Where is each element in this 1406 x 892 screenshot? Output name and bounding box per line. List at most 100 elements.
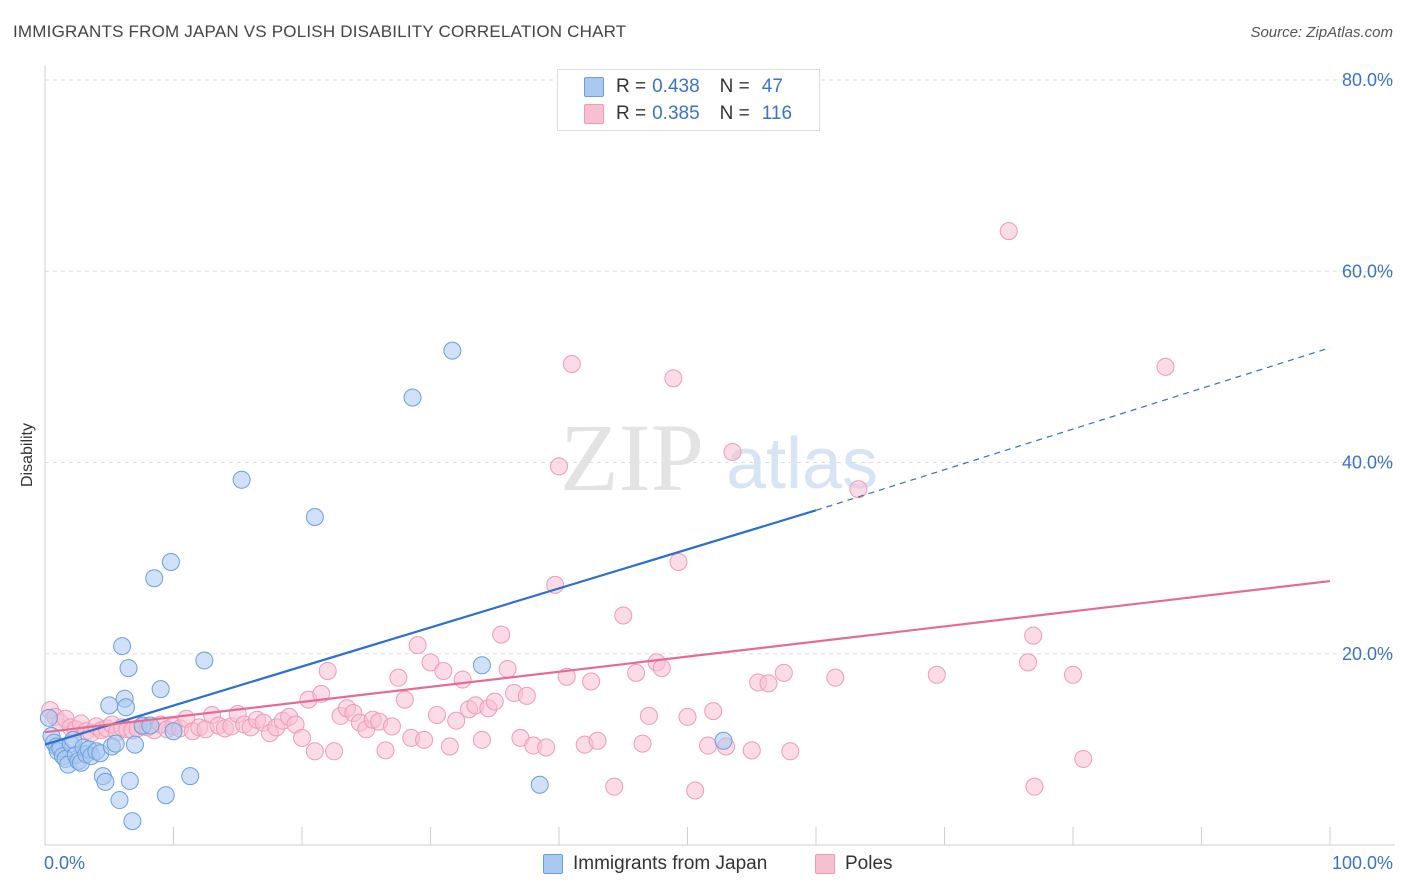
grid-layer [45, 79, 1395, 655]
poles-point [440, 737, 459, 756]
poles-point [582, 672, 601, 691]
legend-row-japan: R = 0.438 N = 47 [584, 75, 783, 99]
legend-label-poles: Poles [845, 853, 893, 874]
poles-point [927, 665, 946, 684]
poles-point [1019, 653, 1038, 672]
poles-point [415, 730, 434, 749]
poles-point [605, 777, 624, 796]
y-tick-label: 80.0% [1342, 70, 1393, 90]
poles-point [849, 480, 868, 499]
poles-point [759, 674, 778, 693]
poles-point [305, 742, 324, 761]
legend-item-japan[interactable]: Immigrants from Japan [543, 852, 767, 876]
legend-label-japan: Immigrants from Japan [573, 853, 768, 874]
japan-point [116, 698, 135, 717]
poles-point [421, 653, 440, 672]
legend-swatch-poles [815, 854, 835, 874]
poles-point [588, 731, 607, 750]
poles-point [999, 222, 1018, 241]
trend-lines [44, 347, 1331, 746]
legend-row-poles: R = 0.385 N = 116 [584, 102, 792, 126]
poles-point [781, 742, 800, 761]
poles-point [492, 625, 511, 644]
poles-point [389, 668, 408, 687]
japan-point [232, 470, 251, 489]
japan-point [164, 722, 183, 741]
poles-point [318, 661, 337, 680]
stats-legend: R = 0.438 N = 47 R = 0.385 N = 116 [557, 69, 820, 131]
poles-point [434, 661, 453, 680]
japan-point [113, 637, 132, 656]
japan-point [100, 696, 119, 715]
watermark-zip: ZIP [560, 404, 704, 511]
legend-n-value-japan: 47 [761, 76, 783, 97]
japan-trend-line [44, 509, 817, 746]
poles-point [774, 663, 793, 682]
legend-swatch-japan [543, 854, 563, 874]
legend-n-value-poles: 116 [761, 103, 793, 124]
poles-point [627, 663, 646, 682]
poles-point [395, 690, 414, 709]
watermark: ZIP atlas [560, 404, 878, 511]
poles-point [1025, 777, 1044, 796]
japan-point [106, 734, 125, 753]
japan-points [39, 341, 733, 831]
poles-point [517, 686, 536, 705]
poles-point [325, 742, 344, 761]
japan-point [119, 659, 138, 678]
poles-point [686, 781, 705, 800]
poles-point [826, 668, 845, 687]
tick-labels: 20.0% 40.0% 60.0% 80.0% 0.0% 100.0% [44, 70, 1393, 873]
japan-trend-extension [815, 347, 1331, 511]
poles-point [376, 741, 395, 760]
legend-swatch-japan [584, 77, 604, 97]
poles-point [453, 670, 472, 689]
poles-point [633, 734, 652, 753]
legend-r-label: R = [616, 76, 647, 97]
poles-point [408, 636, 427, 655]
poles-point [639, 706, 658, 725]
japan-point [195, 651, 214, 670]
poles-point [669, 552, 688, 571]
japan-point [181, 767, 200, 786]
legend-r-value-poles: 0.385 [652, 103, 700, 124]
poles-point [427, 705, 446, 724]
y-tick-label: 60.0% [1342, 261, 1393, 281]
poles-point [723, 442, 742, 461]
japan-point [530, 775, 549, 794]
poles-point [664, 369, 683, 388]
poles-point [447, 711, 466, 730]
japan-point [39, 708, 58, 727]
poles-trend-line [44, 579, 1331, 734]
poles-point [614, 606, 633, 625]
japan-point [145, 569, 164, 588]
japan-point [305, 508, 324, 527]
poles-point [678, 707, 697, 726]
y-tick-label: 40.0% [1342, 453, 1393, 473]
x-tick-label-min: 0.0% [44, 853, 85, 873]
poles-point [742, 741, 761, 760]
japan-point [123, 812, 142, 831]
legend-swatch-poles [584, 104, 604, 124]
poles-point [1064, 665, 1082, 684]
japan-point [96, 772, 115, 791]
poles-point [498, 660, 517, 679]
poles-point [537, 738, 556, 757]
japan-point [161, 552, 180, 571]
japan-point [151, 680, 170, 699]
poles-point [1074, 749, 1093, 768]
poles-point [1156, 357, 1175, 376]
poles-point [472, 730, 491, 749]
poles-point [699, 736, 718, 755]
japan-point [110, 791, 129, 810]
legend-item-poles[interactable]: Poles [815, 852, 893, 876]
poles-point [652, 659, 671, 678]
legend-r-value-japan: 0.438 [652, 76, 700, 97]
legend-n-label: N = [719, 76, 750, 97]
japan-point [403, 388, 422, 407]
poles-point [382, 717, 401, 736]
legend-r-label: R = [616, 103, 647, 124]
poles-points [41, 222, 1175, 800]
japan-point [120, 771, 139, 790]
